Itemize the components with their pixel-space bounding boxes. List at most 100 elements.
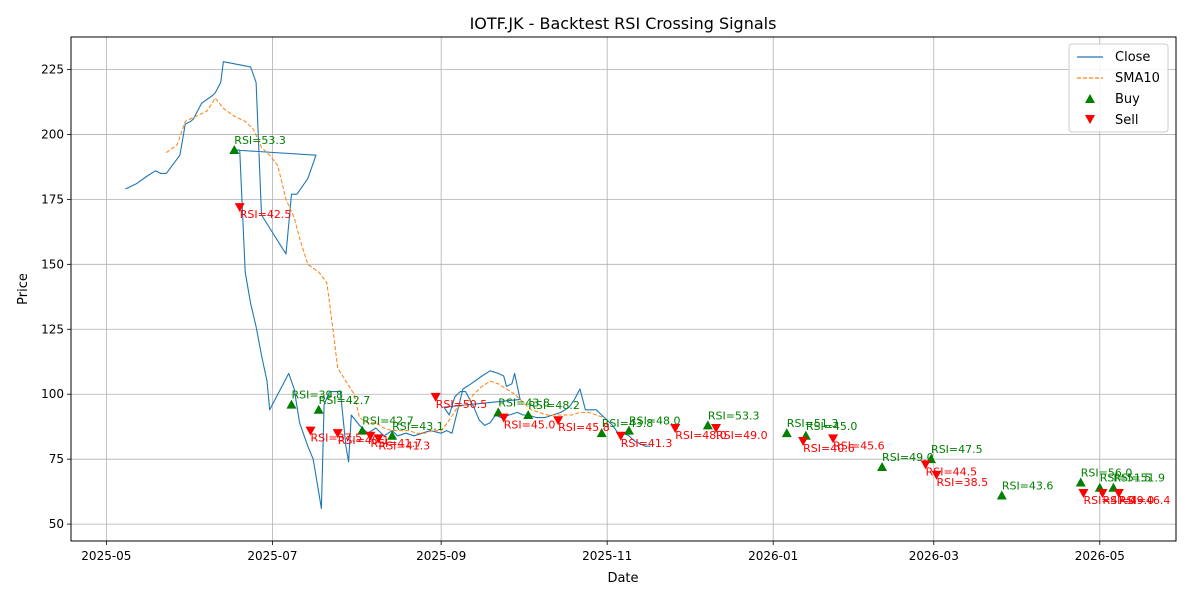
legend-box — [1068, 43, 1169, 133]
sell-rsi-label: RSI=41.3 — [621, 437, 673, 450]
buy-marker — [387, 430, 398, 440]
buy-marker — [596, 428, 607, 438]
sell-marker — [920, 460, 931, 470]
sell-rsi-label: RSI=45.8 — [558, 421, 610, 434]
sell-marker — [498, 413, 509, 423]
buy-marker — [313, 404, 324, 414]
sell-rsi-label: RSI=47.0 — [1083, 494, 1135, 507]
sell-rsi-label: RSI=41.7 — [370, 437, 422, 450]
sell-marker — [332, 429, 343, 439]
buy-rsi-label: RSI=47.5 — [931, 443, 983, 456]
buy-rsi-label: RSI=53.3 — [234, 134, 286, 147]
y-axis-label: Price — [16, 273, 31, 305]
axes-background — [71, 37, 1176, 541]
sell-rsi-label: RSI=50.5 — [436, 398, 488, 411]
sell-marker — [373, 434, 384, 444]
y-tick-label: 200 — [41, 127, 64, 141]
sell-rsi-label: RSI=49.0 — [1103, 494, 1155, 507]
sell-marker — [305, 426, 316, 436]
buy-rsi-label: RSI=56.0 — [1081, 467, 1133, 480]
buy-rsi-label: RSI=51.3 — [787, 417, 839, 430]
sell-marker — [931, 470, 942, 480]
legend-sell-marker — [1085, 115, 1095, 124]
sell-rsi-label: RSI=46.4 — [1119, 494, 1171, 507]
sma10-line — [166, 97, 605, 434]
y-tick-label: 225 — [41, 62, 64, 76]
sell-marker — [553, 416, 564, 426]
y-tick-label: 75 — [49, 452, 64, 466]
buy-marker — [877, 461, 888, 471]
sell-marker — [711, 423, 722, 433]
buy-marker — [1075, 477, 1086, 487]
buy-rsi-label: RSI=51.9 — [1113, 472, 1165, 485]
sell-rsi-label: RSI=49.0 — [716, 429, 768, 442]
x-tick-label: 2026-01 — [748, 549, 798, 563]
buy-rsi-label: RSI=43.1 — [392, 420, 444, 433]
buy-marker — [523, 410, 534, 419]
sell-rsi-label: RSI=45.0 — [504, 419, 556, 432]
chart-title: IOTF.JK - Backtest RSI Crossing Signals — [470, 14, 777, 33]
buy-rsi-label: RSI=51.5 — [1100, 472, 1152, 485]
sell-marker — [234, 203, 245, 213]
buy-rsi-label: RSI=43.8 — [602, 417, 654, 430]
buy-marker — [229, 145, 240, 155]
sell-rsi-label: RSI=42.5 — [240, 208, 292, 221]
buy-rsi-label: RSI=42.7 — [362, 415, 414, 428]
sell-marker — [670, 423, 681, 433]
sell-marker — [798, 436, 809, 446]
x-tick-label: 2025-09 — [416, 549, 466, 563]
y-tick-label: 175 — [41, 192, 64, 206]
buy-rsi-label: RSI=48.2 — [528, 399, 580, 412]
y-axis-ticks: 50 75 100 125 150 175 200 225 — [41, 62, 71, 531]
close-line — [125, 61, 651, 510]
sell-rsi-label: RSI=37.5 — [311, 432, 363, 445]
buy-rsi-label: RSI=45.0 — [806, 420, 858, 433]
x-tick-label: 2025-07 — [247, 549, 297, 563]
x-axis-ticks: 2025-05 2025-07 2025-09 2025-11 2026-01 2026-… — [81, 541, 1125, 563]
sell-rsi-label: RSI=48.0 — [675, 429, 727, 442]
buy-marker — [781, 428, 792, 438]
buy-marker — [286, 399, 297, 409]
x-tick-label: 2026-03 — [909, 549, 959, 563]
x-tick-label: 2026-05 — [1075, 549, 1125, 563]
buy-marker — [702, 420, 713, 430]
signals-layer: RSI=53.3RSI=39.8RSI=42.7RSI=42.7RSI=43.1… — [229, 134, 1170, 507]
buy-rsi-label: RSI=43.8 — [498, 396, 550, 409]
grid — [71, 37, 1176, 541]
sell-rsi-label: RSI=38.5 — [936, 476, 988, 489]
legend-buy-marker — [1085, 94, 1095, 103]
sell-marker — [1078, 488, 1089, 498]
x-tick-label: 2025-05 — [81, 549, 131, 563]
sell-marker — [365, 431, 376, 441]
buy-marker — [623, 425, 634, 435]
legend: Close SMA10 Buy Sell — [1068, 43, 1169, 133]
legend-buy-label: Buy — [1115, 92, 1140, 107]
buy-rsi-label: RSI=39.8 — [291, 389, 343, 402]
buy-rsi-label: RSI=48.0 — [629, 415, 681, 428]
y-tick-label: 50 — [49, 517, 64, 531]
plot-area: RSI=53.3RSI=39.8RSI=42.7RSI=42.7RSI=43.1… — [70, 36, 1177, 542]
series-layer — [125, 61, 651, 510]
y-tick-label: 150 — [41, 257, 64, 271]
sell-rsi-label: RSI=40.6 — [803, 442, 855, 455]
buy-rsi-label: RSI=53.3 — [708, 409, 760, 422]
x-tick-label: 2025-11 — [582, 549, 632, 563]
legend-sell-label: Sell — [1115, 113, 1138, 128]
sell-marker — [615, 431, 626, 441]
buy-rsi-label: RSI=49.0 — [882, 451, 934, 464]
y-tick-label: 125 — [41, 322, 64, 336]
buy-marker — [996, 490, 1007, 500]
legend-sma-label: SMA10 — [1115, 71, 1160, 86]
sell-marker — [1113, 488, 1124, 498]
y-tick-label: 100 — [41, 387, 64, 401]
buy-rsi-label: RSI=42.7 — [319, 394, 371, 407]
x-axis-label: Date — [607, 571, 638, 586]
buy-rsi-label: RSI=43.6 — [1002, 480, 1054, 493]
axes-frame — [70, 36, 1177, 542]
sell-rsi-label: RSI=41.3 — [379, 439, 431, 452]
sell-marker — [828, 434, 839, 444]
buy-marker — [357, 425, 368, 435]
sell-rsi-label: RSI=45.6 — [833, 439, 885, 452]
sell-marker — [430, 392, 441, 402]
